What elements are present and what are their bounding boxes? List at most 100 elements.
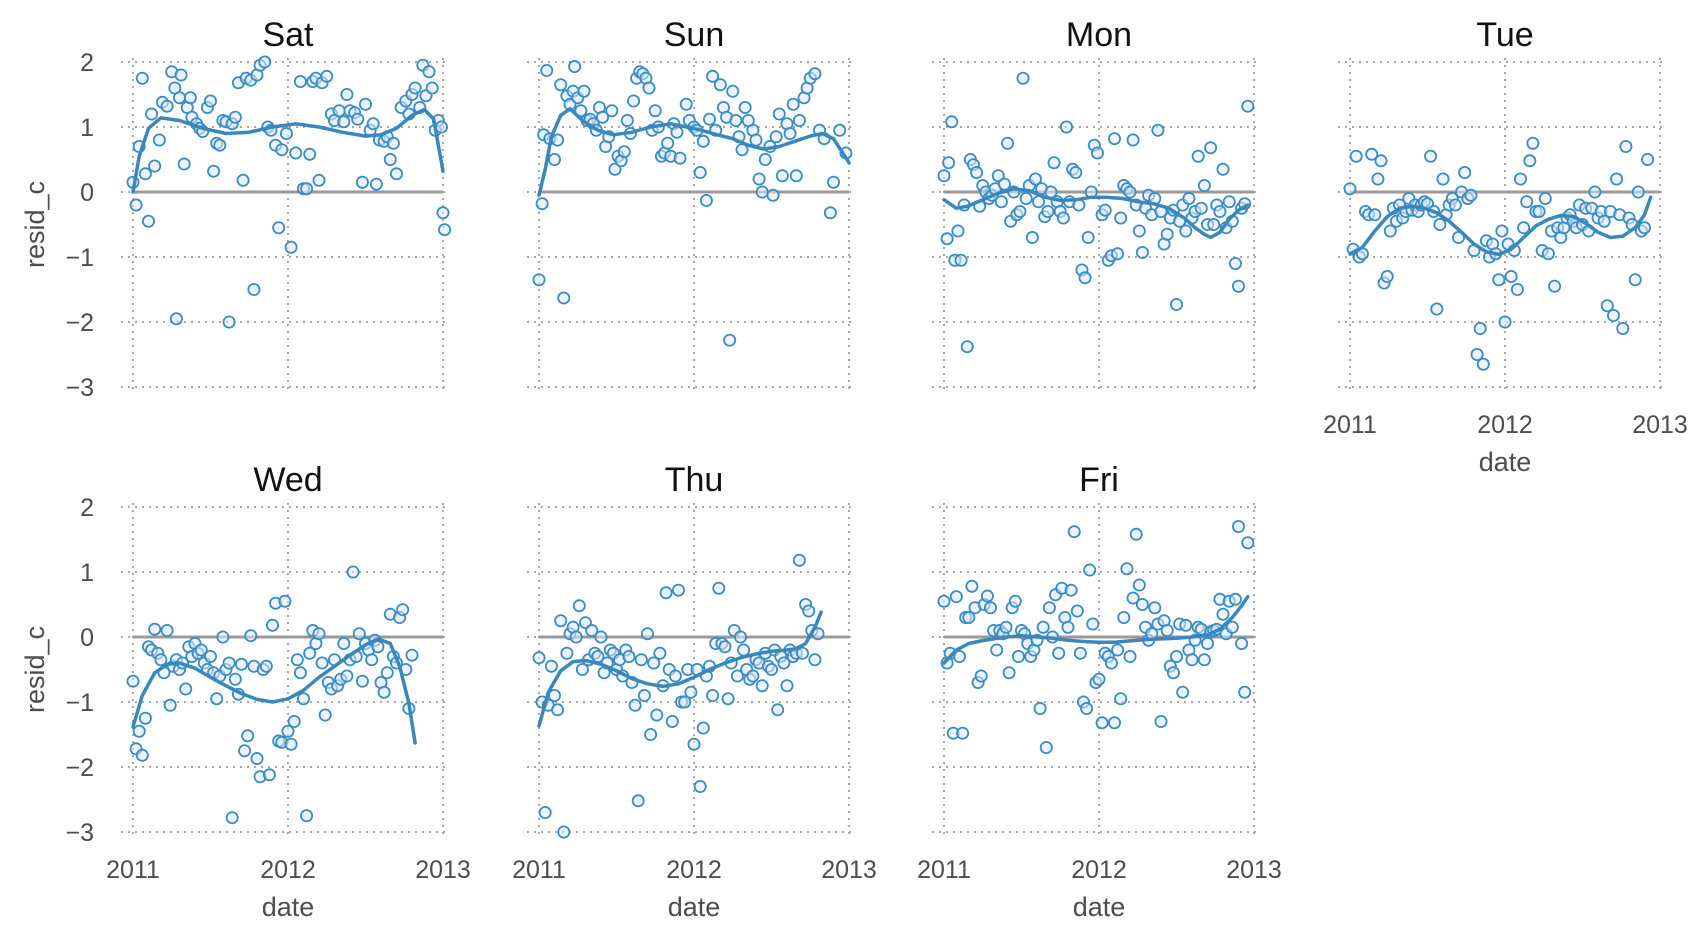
data-point	[1600, 299, 1614, 313]
data-point	[1452, 230, 1466, 244]
data-point	[1041, 204, 1055, 218]
data-point	[351, 112, 365, 126]
data-point	[628, 698, 642, 712]
data-point	[1104, 656, 1118, 670]
data-point	[303, 646, 317, 660]
data-point	[723, 333, 737, 347]
data-point	[1098, 203, 1112, 217]
data-point	[1430, 302, 1444, 316]
y-tick-label: 1	[80, 114, 94, 142]
data-point	[1532, 204, 1546, 218]
x-tick-label: 2013	[1632, 411, 1688, 439]
data-point	[1371, 172, 1385, 186]
data-point	[617, 145, 631, 159]
data-point	[980, 589, 994, 603]
data-point	[554, 614, 568, 628]
data-point	[1135, 245, 1149, 259]
smooth-trend-line	[537, 610, 823, 728]
data-point	[942, 156, 956, 170]
data-point	[596, 110, 610, 124]
data-point	[169, 312, 183, 326]
data-point	[380, 666, 394, 680]
data-point	[1080, 702, 1094, 716]
data-point	[1114, 211, 1128, 225]
data-point	[1241, 99, 1255, 113]
data-point	[366, 117, 380, 131]
data-point	[386, 136, 400, 150]
data-point	[1514, 172, 1528, 186]
data-point	[183, 91, 197, 105]
data-point	[1380, 269, 1394, 283]
data-point	[1056, 211, 1070, 225]
x-axis-title: date	[262, 892, 315, 922]
data-point	[312, 627, 326, 641]
data-point	[1607, 308, 1621, 322]
data-point	[160, 99, 174, 113]
y-tick-label: −1	[65, 689, 94, 717]
data-point	[1151, 123, 1165, 137]
data-point	[766, 188, 780, 202]
data-point	[1148, 601, 1162, 615]
data-point	[538, 806, 552, 820]
data-point	[1232, 279, 1246, 293]
data-point	[303, 147, 317, 161]
data-point	[1374, 154, 1388, 168]
data-point	[1160, 624, 1174, 638]
data-point	[1510, 282, 1524, 296]
data-point	[1170, 297, 1184, 311]
data-point	[296, 692, 310, 706]
data-point	[970, 165, 984, 179]
data-point	[990, 643, 1004, 657]
data-point	[532, 651, 546, 665]
data-point	[135, 748, 149, 762]
data-point	[984, 601, 998, 615]
data-point	[132, 724, 146, 738]
x-tick-label: 2013	[415, 856, 471, 884]
data-point	[693, 780, 707, 794]
data-point	[1070, 604, 1084, 618]
data-point	[1016, 71, 1030, 85]
data-point	[954, 253, 968, 267]
data-point	[1523, 154, 1537, 168]
data-point	[548, 152, 562, 166]
data-point	[765, 663, 779, 677]
smooth-trend-line	[131, 107, 445, 194]
x-tick-label: 2011	[512, 856, 566, 884]
data-point	[1111, 643, 1125, 657]
data-point	[956, 726, 970, 740]
data-point	[780, 679, 794, 693]
data-point	[1120, 562, 1134, 576]
data-point	[670, 125, 684, 139]
data-point	[1025, 230, 1039, 244]
data-point	[960, 340, 974, 354]
data-point	[129, 198, 143, 212]
data-point	[179, 682, 193, 696]
data-point	[1197, 653, 1211, 667]
data-point	[678, 695, 692, 709]
data-point	[1216, 162, 1230, 176]
data-point	[749, 133, 763, 147]
data-point	[340, 88, 354, 102]
data-point	[238, 744, 252, 758]
data-point	[1222, 195, 1236, 209]
data-point	[712, 581, 726, 595]
data-point	[244, 629, 258, 643]
data-point	[1067, 525, 1081, 539]
data-point	[1013, 204, 1027, 218]
data-point	[1365, 147, 1379, 161]
data-point	[241, 729, 255, 743]
data-point	[1185, 653, 1199, 667]
data-point	[177, 157, 191, 171]
data-point	[1548, 279, 1562, 293]
data-point	[551, 133, 565, 147]
data-point	[937, 169, 951, 183]
data-point	[383, 152, 397, 166]
facet-panel-sun: Sun	[527, 16, 855, 391]
data-point	[216, 630, 230, 644]
data-point	[772, 107, 786, 121]
panel-title: Sat	[262, 16, 314, 54]
data-point	[642, 81, 656, 95]
data-point	[823, 206, 837, 220]
x-axis-title: date	[1073, 892, 1126, 922]
